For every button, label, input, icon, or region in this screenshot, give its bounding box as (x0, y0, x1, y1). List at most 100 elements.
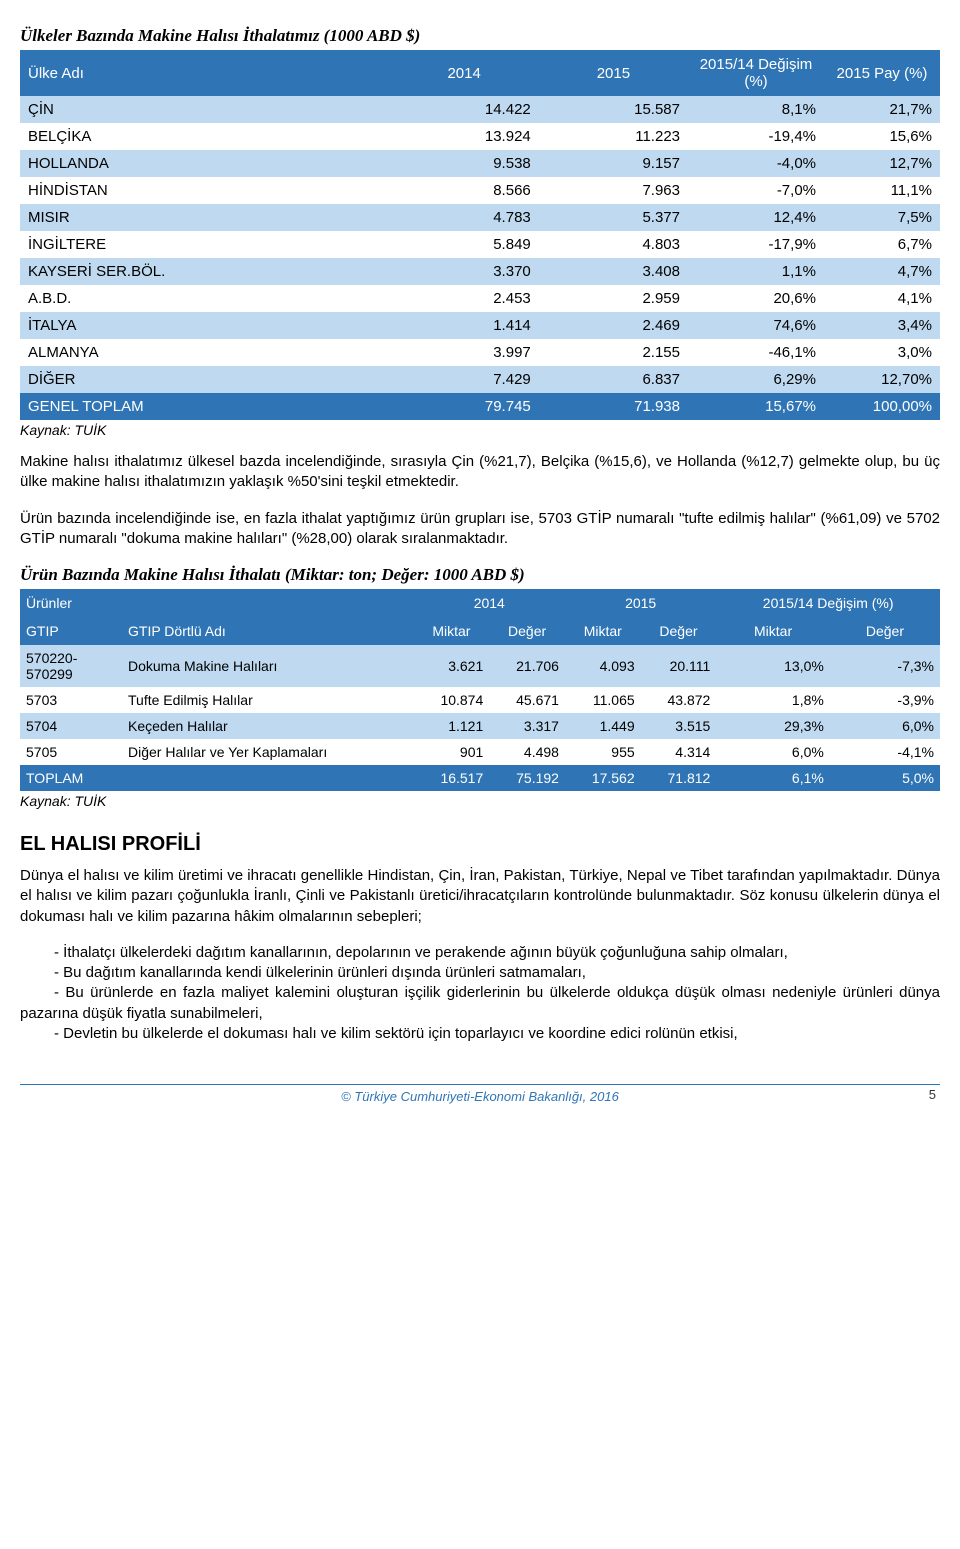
table-cell: GENEL TOPLAM (20, 393, 390, 420)
table-cell: 4.498 (489, 739, 565, 765)
t1-col4: 2015 Pay (%) (824, 50, 940, 96)
table-cell: 6,1% (716, 765, 830, 791)
table-cell: 6,0% (830, 713, 940, 739)
table-cell: 9.157 (539, 150, 688, 177)
t2-h2-0: GTIP (20, 617, 122, 645)
table-row: 5703Tufte Edilmiş Halılar10.87445.67111.… (20, 687, 940, 713)
t1-col2: 2015 (539, 50, 688, 96)
table-cell: 11.065 (565, 687, 641, 713)
table-cell: 2.155 (539, 339, 688, 366)
bullet-1: - Bu dağıtım kanallarında kendi ülkeleri… (20, 963, 940, 983)
table-cell: 3.515 (641, 713, 717, 739)
table-cell: Tufte Edilmiş Halılar (122, 687, 414, 713)
t2-h2-1: GTIP Dörtlü Adı (122, 617, 414, 645)
table-cell: 1,1% (688, 258, 824, 285)
table-cell: Diğer Halılar ve Yer Kaplamaları (122, 739, 414, 765)
table-cell: 71.812 (641, 765, 717, 791)
table-row: ALMANYA3.9972.155-46,1%3,0% (20, 339, 940, 366)
table-cell: 17.562 (565, 765, 641, 791)
table-row: 5704Keçeden Halılar1.1213.3171.4493.5152… (20, 713, 940, 739)
t2-h2-4: Miktar (565, 617, 641, 645)
table-cell: 1.449 (565, 713, 641, 739)
table-cell: 16.517 (414, 765, 490, 791)
table-cell: -4,1% (830, 739, 940, 765)
table-cell: 12,7% (824, 150, 940, 177)
t1-col3: 2015/14 Değişim (%) (688, 50, 824, 96)
table2-title: Ürün Bazında Makine Halısı İthalatı (Mik… (20, 565, 940, 585)
table-cell: 4.783 (390, 204, 539, 231)
table-cell: 570220-570299 (20, 645, 122, 687)
table-cell: -7,0% (688, 177, 824, 204)
t2-h2-6: Miktar (716, 617, 830, 645)
table-cell: 3,0% (824, 339, 940, 366)
t2-h2-5: Değer (641, 617, 717, 645)
t2-h1-3: 2015/14 Değişim (%) (716, 589, 940, 617)
table-row: HİNDİSTAN8.5667.963-7,0%11,1% (20, 177, 940, 204)
paragraph-3: Dünya el halısı ve kilim üretimi ve ihra… (20, 866, 940, 927)
bullet-list: - İthalatçı ülkelerdeki dağıtım kanallar… (20, 943, 940, 1044)
table-row: ÇİN14.42215.5878,1%21,7% (20, 96, 940, 123)
table-cell: -4,0% (688, 150, 824, 177)
table-cell: 20,6% (688, 285, 824, 312)
table-cell: 11,1% (824, 177, 940, 204)
table-cell: -7,3% (830, 645, 940, 687)
table-cell: TOPLAM (20, 765, 122, 791)
table-row: 570220-570299Dokuma Makine Halıları3.621… (20, 645, 940, 687)
section-heading: EL HALISI PROFİLİ (20, 833, 940, 856)
table-cell: 6,7% (824, 231, 940, 258)
table-cell: 45.671 (489, 687, 565, 713)
table-cell: 4.314 (641, 739, 717, 765)
table-cell: 3.408 (539, 258, 688, 285)
table-cell: 2.959 (539, 285, 688, 312)
table-row: DİĞER7.4296.8376,29%12,70% (20, 366, 940, 393)
table-cell: 12,70% (824, 366, 940, 393)
table-cell: 1.121 (414, 713, 490, 739)
table-cell: 15.587 (539, 96, 688, 123)
t2-h1-0: Ürünler (20, 589, 414, 617)
table-cell: ALMANYA (20, 339, 390, 366)
table-cell: 7.429 (390, 366, 539, 393)
table-cell: 13.924 (390, 123, 539, 150)
table-cell: 43.872 (641, 687, 717, 713)
table-cell: 5.377 (539, 204, 688, 231)
table-row: HOLLANDA9.5389.157-4,0%12,7% (20, 150, 940, 177)
table-cell: 5.849 (390, 231, 539, 258)
table-cell: 4,7% (824, 258, 940, 285)
table-cell: 4.093 (565, 645, 641, 687)
table-cell: 8,1% (688, 96, 824, 123)
table-cell: 1.414 (390, 312, 539, 339)
t2-h1-1: 2014 (414, 589, 565, 617)
page-footer: © Türkiye Cumhuriyeti-Ekonomi Bakanlığı,… (20, 1084, 940, 1104)
table-cell (122, 765, 414, 791)
t1-col1: 2014 (390, 50, 539, 96)
table-cell: Keçeden Halılar (122, 713, 414, 739)
table-row: 5705Diğer Halılar ve Yer Kaplamaları9014… (20, 739, 940, 765)
table-cell: MISIR (20, 204, 390, 231)
table-total-row: TOPLAM16.51775.19217.56271.8126,1%5,0% (20, 765, 940, 791)
table-cell: 2.453 (390, 285, 539, 312)
table-cell: 8.566 (390, 177, 539, 204)
page-number: 5 (929, 1087, 936, 1102)
table-cell: İNGİLTERE (20, 231, 390, 258)
table-cell: 9.538 (390, 150, 539, 177)
t2-h2-3: Değer (489, 617, 565, 645)
t2-h1-2: 2015 (565, 589, 716, 617)
table-cell: 5,0% (830, 765, 940, 791)
bullet-3: - Devletin bu ülkelerde el dokuması halı… (20, 1024, 940, 1044)
table-cell: 6,0% (716, 739, 830, 765)
table-row: İNGİLTERE5.8494.803-17,9%6,7% (20, 231, 940, 258)
table-cell: 901 (414, 739, 490, 765)
table-cell: 11.223 (539, 123, 688, 150)
bullet-2: - Bu ürünlerde en fazla maliyet kalemini… (20, 983, 940, 1024)
table-cell: BELÇİKA (20, 123, 390, 150)
table-cell: 3.370 (390, 258, 539, 285)
table-cell: 5705 (20, 739, 122, 765)
table-cell: 15,67% (688, 393, 824, 420)
table-cell: 29,3% (716, 713, 830, 739)
table-cell: 20.111 (641, 645, 717, 687)
table-cell: 3.317 (489, 713, 565, 739)
table-cell: -3,9% (830, 687, 940, 713)
table2: Ürünler 2014 2015 2015/14 Değişim (%) GT… (20, 589, 940, 791)
table-row: A.B.D.2.4532.95920,6%4,1% (20, 285, 940, 312)
table-cell: 21,7% (824, 96, 940, 123)
